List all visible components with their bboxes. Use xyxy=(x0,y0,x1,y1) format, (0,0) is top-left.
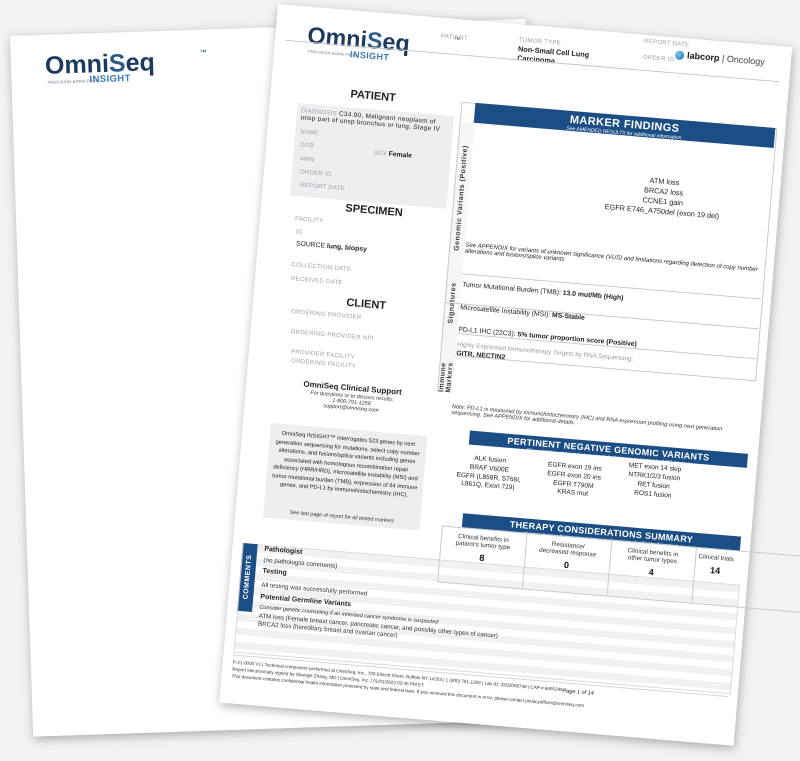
svg-text:™: ™ xyxy=(200,49,207,56)
